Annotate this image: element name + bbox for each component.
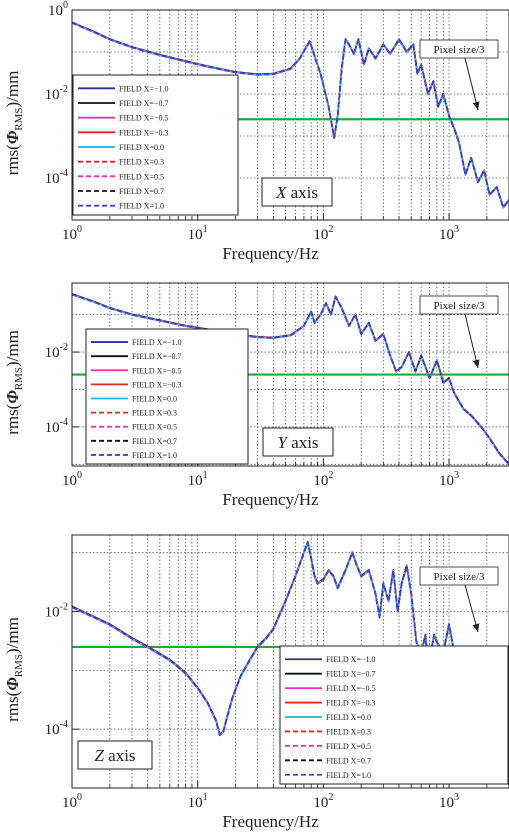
legend-label: FIELD X=0.3 bbox=[132, 409, 177, 418]
legend-label: FIELD X=0.7 bbox=[326, 756, 371, 765]
arrow-head bbox=[472, 623, 480, 632]
chart-panel-3: 100 101 102 103 10-2 10-4 Frequency/Hz rms(ΦRMS… bbox=[3, 534, 509, 831]
x-tick-label: 103 bbox=[439, 470, 459, 489]
legend-box bbox=[72, 74, 239, 216]
y-tick-label: 10-2 bbox=[45, 84, 68, 103]
legend-label: FIELD X=−0.7 bbox=[132, 352, 181, 361]
legend-label: FIELD X=0.5 bbox=[132, 423, 177, 432]
legend-label: FIELD X=−1.0 bbox=[326, 655, 375, 664]
y-axis-label: rms(ΦRMS)/mm bbox=[3, 71, 25, 176]
x-tick-label: 100 bbox=[62, 792, 82, 811]
axis-tag-box bbox=[261, 177, 333, 207]
legend-label: FIELD X=0.5 bbox=[326, 742, 371, 751]
x-tick-label: 101 bbox=[188, 224, 208, 243]
legend-label: FIELD X=0.0 bbox=[119, 143, 164, 152]
axes-frame bbox=[71, 9, 509, 221]
legend-label: FIELD X=0.0 bbox=[326, 713, 371, 722]
series-line-9 bbox=[72, 541, 509, 779]
x-tick-label: 103 bbox=[439, 792, 459, 811]
legend-label: FIELD X=1.0 bbox=[119, 202, 164, 211]
legend-label: FIELD X=0.3 bbox=[326, 727, 371, 736]
legend-label: FIELD X=0.7 bbox=[119, 187, 164, 196]
y-axis-label: rms(ΦRMS)/mm bbox=[3, 617, 25, 722]
chart-panel-2: 100 101 102 103 10-2 10-4 Frequency/Hz rms(ΦRMS… bbox=[3, 282, 509, 509]
legend-label: FIELD X=−1.0 bbox=[132, 338, 181, 347]
x-tick-label: 100 bbox=[62, 224, 82, 243]
legend-label: FIELD X=−0.7 bbox=[119, 99, 168, 108]
y-tick-label: 10-2 bbox=[45, 602, 68, 621]
y-tick-label: 10-4 bbox=[45, 417, 68, 436]
legend-label: FIELD X=0.0 bbox=[132, 395, 177, 404]
x-axis-label: Frequency/Hz bbox=[222, 490, 319, 509]
legend-box bbox=[85, 328, 249, 465]
legend-label: FIELD X=0.5 bbox=[119, 172, 164, 181]
annotation-label: Pixel size/3 bbox=[433, 300, 485, 312]
y-tick-label: 10-4 bbox=[45, 719, 68, 738]
annotation-box bbox=[419, 566, 499, 586]
axis-tag-box bbox=[77, 740, 153, 770]
x-tick-label: 102 bbox=[313, 792, 333, 811]
axes-frame bbox=[71, 282, 509, 467]
legend-label: FIELD X=−0.5 bbox=[326, 684, 375, 693]
legend-label: FIELD X=−0.3 bbox=[132, 380, 181, 389]
legend-label: FIELD X=0.7 bbox=[132, 437, 177, 446]
legend-label: FIELD X=−0.7 bbox=[326, 670, 375, 679]
y-tick-label: 10-2 bbox=[45, 342, 68, 361]
x-tick-label: 102 bbox=[313, 470, 333, 489]
x-axis-label: Frequency/Hz bbox=[222, 244, 319, 263]
x-tick-label: 101 bbox=[188, 470, 208, 489]
legend-label: FIELD X=0.3 bbox=[119, 158, 164, 167]
axis-tag-label: Y axis bbox=[277, 433, 318, 452]
series-group bbox=[72, 21, 509, 209]
chart-panel-1: 100 101 102 103 100 10-2 10-4 Frequency/Hz rms(Φ… bbox=[3, 0, 509, 263]
x-axis-label: Frequency/Hz bbox=[222, 812, 319, 831]
axis-tag-label: X axis bbox=[275, 183, 318, 202]
axes-frame bbox=[71, 534, 509, 789]
legend-label: FIELD X=−1.0 bbox=[119, 84, 168, 93]
legend-label: FIELD X=1.0 bbox=[132, 451, 177, 460]
arrow-head bbox=[472, 359, 480, 368]
annotation-arrow bbox=[464, 57, 479, 111]
legend-label: FIELD X=−0.5 bbox=[119, 114, 168, 123]
legend-label: FIELD X=−0.5 bbox=[132, 366, 181, 375]
x-tick-label: 103 bbox=[439, 224, 459, 243]
annotation-label: Pixel size/3 bbox=[433, 571, 485, 583]
y-axis-label: rms(ΦRMS)/mm bbox=[3, 330, 25, 435]
y-tick-label: 10-4 bbox=[45, 168, 68, 187]
x-tick-label: 100 bbox=[62, 470, 82, 489]
series-line-9 bbox=[72, 21, 509, 209]
legend-label: FIELD X=−0.3 bbox=[326, 699, 375, 708]
axis-tag-box bbox=[262, 427, 334, 457]
legend-label: FIELD X=1.0 bbox=[326, 771, 371, 780]
annotation-box bbox=[419, 295, 499, 315]
y-tick-label: 100 bbox=[48, 0, 68, 19]
annotation-arrow bbox=[464, 313, 479, 369]
annotation-label: Pixel size/3 bbox=[433, 44, 485, 56]
x-tick-label: 102 bbox=[313, 224, 333, 243]
annotation-arrow bbox=[464, 584, 479, 633]
legend-label: FIELD X=−0.3 bbox=[119, 128, 168, 137]
arrow-head bbox=[472, 101, 480, 110]
x-tick-label: 101 bbox=[188, 792, 208, 811]
axis-tag-label: Z axis bbox=[94, 746, 135, 765]
legend-box bbox=[279, 645, 509, 785]
annotation-box bbox=[419, 39, 499, 59]
